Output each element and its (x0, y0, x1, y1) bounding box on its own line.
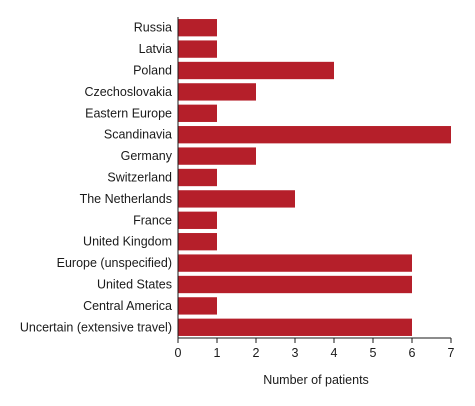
category-label: The Netherlands (80, 192, 172, 206)
category-labels: Russia Latvia Poland Czechoslovakia Eastern … (20, 21, 173, 335)
bar-eastern-europe (178, 104, 217, 122)
category-label: Germany (121, 149, 173, 163)
bar-united-kingdom (178, 233, 217, 251)
category-label: Czechoslovakia (84, 85, 172, 99)
category-label: Uncertain (extensive travel) (20, 320, 172, 334)
category-label: Russia (134, 21, 172, 35)
x-tick-label: 1 (214, 346, 221, 360)
bar-germany (178, 147, 256, 165)
bar-russia (178, 19, 217, 37)
bar-czechoslovakia (178, 83, 256, 101)
category-label: Eastern Europe (85, 106, 172, 120)
category-label: Scandinavia (104, 128, 172, 142)
category-label: United Kingdom (83, 235, 172, 249)
x-tick-label: 3 (292, 346, 299, 360)
bar-poland (178, 61, 334, 80)
x-tick-label: 5 (370, 346, 377, 360)
bar-united-states (178, 275, 412, 294)
bar-latvia (178, 40, 217, 58)
category-label: Europe (unspecified) (57, 256, 172, 270)
bar-central-america (178, 297, 217, 315)
category-label: United States (97, 278, 172, 292)
bar-uncertain-extensive-travel (178, 318, 412, 336)
category-label: Latvia (139, 42, 172, 56)
bars-group (178, 19, 451, 336)
x-tick-label: 7 (448, 346, 455, 360)
x-axis-title: Number of patients (263, 373, 369, 387)
bar-france (178, 211, 217, 229)
x-ticks: 0 1 2 3 4 5 6 7 (175, 338, 455, 360)
category-label: Central America (83, 299, 172, 313)
x-tick-label: 2 (253, 346, 260, 360)
bar-the-netherlands (178, 190, 295, 208)
category-label: France (133, 213, 172, 227)
bar-europe-unspecified (178, 254, 412, 272)
bar-switzerland (178, 168, 217, 187)
category-label: Switzerland (107, 171, 172, 185)
bar-scandinavia (178, 126, 451, 144)
x-tick-label: 4 (331, 346, 338, 360)
category-label: Poland (133, 64, 172, 78)
x-tick-label: 0 (175, 346, 182, 360)
x-tick-label: 6 (409, 346, 416, 360)
